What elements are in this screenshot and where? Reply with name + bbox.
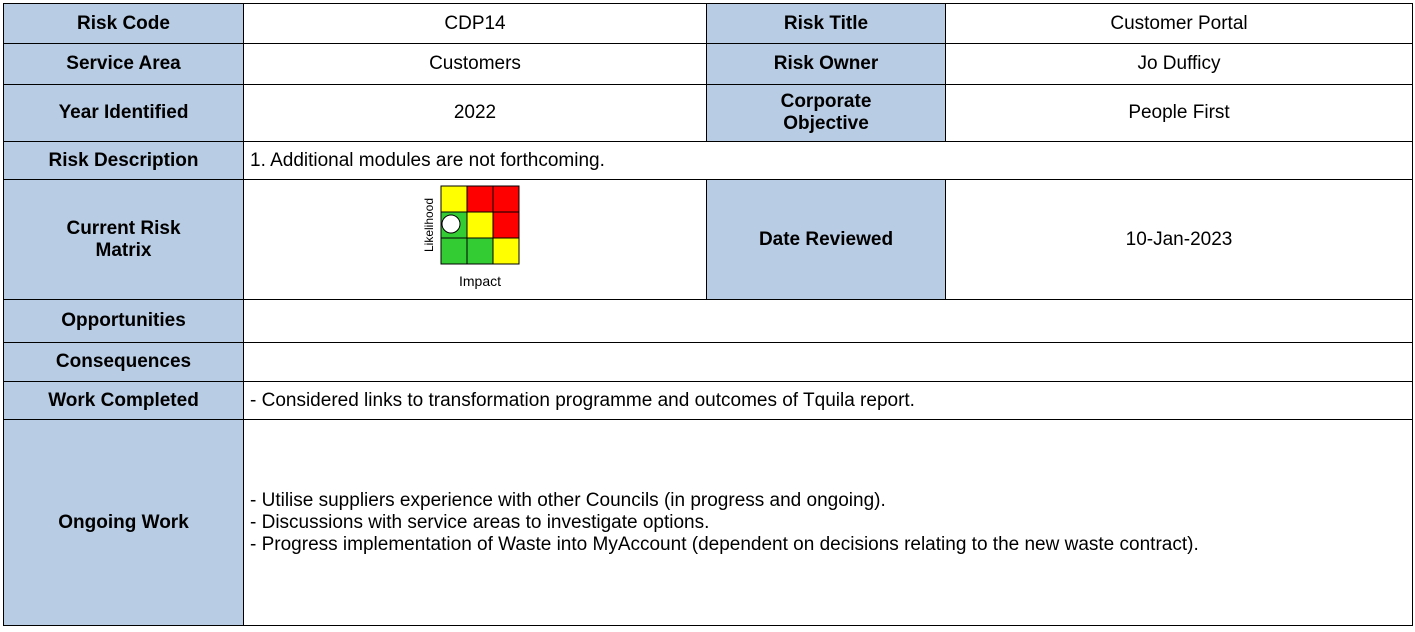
value: 10-Jan-2023	[945, 179, 1413, 300]
matrix-square	[466, 237, 494, 265]
label: Risk Description	[3, 141, 244, 180]
matrix-square	[492, 211, 520, 239]
matrix-square	[440, 237, 468, 265]
value: People First	[945, 84, 1413, 142]
empty-value	[243, 299, 1413, 343]
label: Service Area	[3, 43, 244, 85]
matrix-square	[492, 237, 520, 265]
label: Risk Owner	[706, 43, 946, 85]
label: Risk Code	[3, 3, 244, 44]
ongoing-line: - Discussions with service areas to inve…	[250, 511, 710, 533]
risk-matrix: Likelihood Impact	[422, 185, 520, 289]
value: Customer Portal	[945, 3, 1413, 44]
matrix-square	[492, 185, 520, 213]
matrix-cell: Likelihood Impact	[243, 179, 707, 300]
y-label: Likelihood	[422, 198, 436, 252]
value: Customers	[243, 43, 707, 85]
matrix-square	[466, 211, 494, 239]
label: Consequences	[3, 342, 244, 382]
label: Ongoing Work	[3, 419, 244, 626]
label: Corporate Objective	[706, 84, 946, 142]
risk-table: Risk Code CDP14 Risk Title Customer Port…	[3, 3, 1413, 626]
value: 1. Additional modules are not forthcomin…	[243, 141, 1413, 180]
matrix-square	[440, 185, 468, 213]
label: Risk Title	[706, 3, 946, 44]
label: Work Completed	[3, 381, 244, 420]
empty-value	[243, 342, 1413, 382]
value: Jo Dufficy	[945, 43, 1413, 85]
ongoing-line: - Progress implementation of Waste into …	[250, 533, 1199, 555]
value: CDP14	[243, 3, 707, 44]
value-list: - Utilise suppliers experience with othe…	[243, 419, 1413, 626]
risk-marker	[441, 214, 461, 234]
label: Opportunities	[3, 299, 244, 343]
matrix-square	[466, 185, 494, 213]
ongoing-line: - Utilise suppliers experience with othe…	[250, 489, 886, 511]
label: Date Reviewed	[706, 179, 946, 300]
x-label: Impact	[459, 273, 501, 289]
value: 2022	[243, 84, 707, 142]
label: Current Risk Matrix	[3, 179, 244, 300]
label: Year Identified	[3, 84, 244, 142]
value: - Considered links to transformation pro…	[243, 381, 1413, 420]
